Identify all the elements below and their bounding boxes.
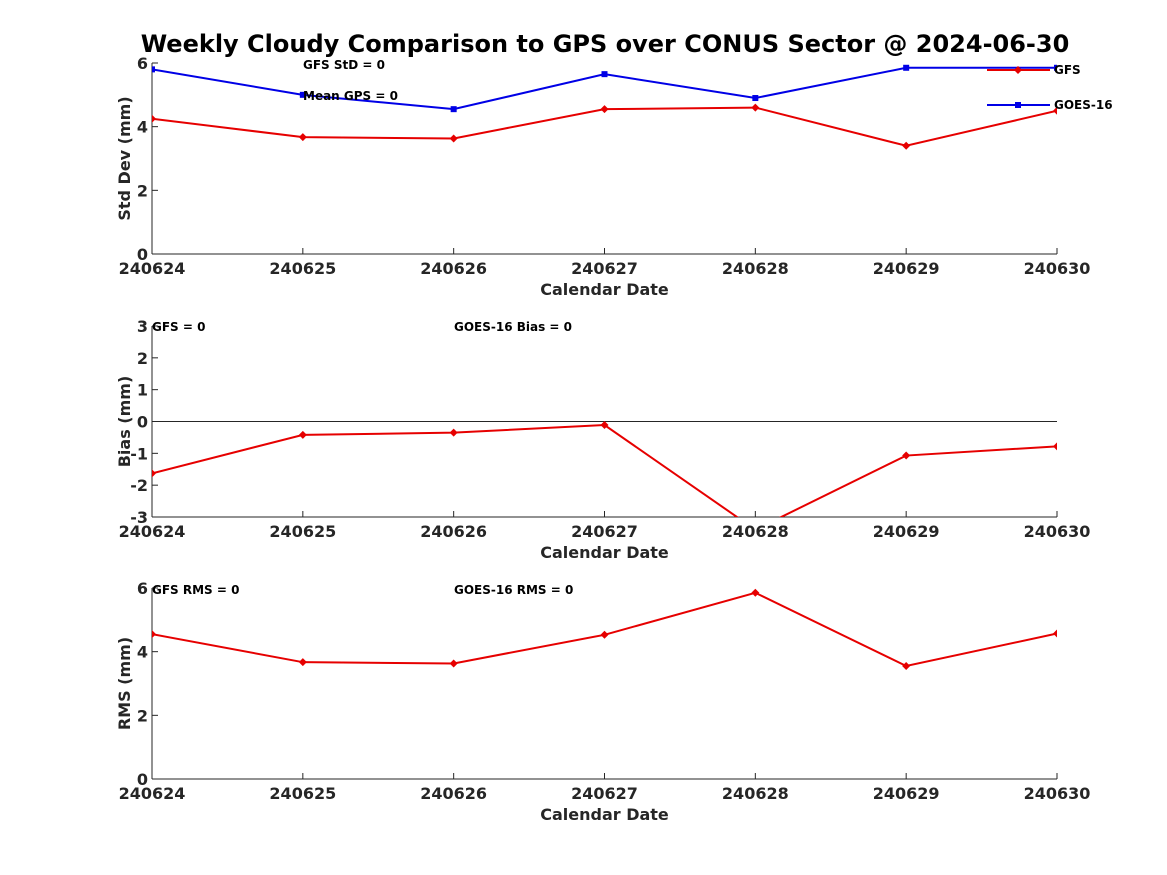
panel-stddev: 240624 240625 240626 240627 240628 240629 2406…: [115, 54, 1113, 299]
stddev-x-tick-label: 240628: [722, 259, 789, 278]
rms-annotation: GOES-16 RMS = 0: [454, 583, 573, 597]
legend-marker-gfs: [1014, 66, 1022, 74]
bias-y-tick-label: 0: [137, 413, 148, 432]
stddev-y-tick-label: 4: [137, 118, 148, 137]
stddev-x-tick-label: 240625: [269, 259, 336, 278]
stddev-data-point-gfs: [298, 133, 307, 142]
stddev-data-point-gfs: [600, 105, 609, 114]
stddev-data-point-gfs: [1053, 106, 1057, 115]
rms-y-tick-label: 4: [137, 643, 148, 662]
bias-y-axis-label: Bias (mm): [115, 376, 134, 468]
stddev-annotation: Mean GPS = 0: [303, 89, 398, 103]
bias-data-point-gfs: [600, 421, 609, 430]
rms-data-point-gfs: [751, 588, 760, 597]
bias-x-tick-label: 240626: [420, 522, 487, 541]
stddev-y-axis-label: Std Dev (mm): [115, 96, 134, 220]
bias-y-tick-label: 2: [137, 349, 148, 368]
bias-data-point-gfs: [1053, 442, 1057, 451]
rms-x-tick-label: 240624: [119, 784, 186, 803]
rms-y-tick-label: 0: [137, 770, 148, 789]
panel-bias: 240624 240625 240626 240627 240628 240629 2406…: [115, 317, 1090, 562]
stddev-x-tick-label: 240624: [119, 259, 186, 278]
bias-y-tick-label: -1: [130, 444, 148, 463]
bias-x-tick-label: 240627: [571, 522, 638, 541]
stddev-data-point-gfs: [152, 114, 156, 123]
bias-y-tick-label: -2: [130, 476, 148, 495]
rms-x-tick-label: 240630: [1024, 784, 1091, 803]
stddev-x-tick-label: 240629: [873, 259, 940, 278]
bias-annotation: GFS = 0: [152, 320, 205, 334]
stddev-data-point-goes-16: [299, 91, 306, 98]
stddev-data-point-gfs: [449, 134, 458, 143]
rms-data-point-gfs: [298, 658, 307, 667]
bias-x-axis-label: Calendar Date: [540, 543, 669, 562]
stddev-y-tick-label: 2: [137, 181, 148, 200]
stddev-data-point-goes-16: [601, 71, 608, 78]
stddev-x-axis-label: Calendar Date: [540, 280, 669, 299]
bias-x-tick-label: 240625: [269, 522, 336, 541]
stddev-data-point-goes-16: [752, 95, 759, 102]
rms-x-axis-label: Calendar Date: [540, 805, 669, 824]
bias-data-point-gfs: [449, 428, 458, 437]
legend-label-goes-16: GOES-16: [1054, 98, 1113, 112]
rms-annotation: GFS RMS = 0: [152, 583, 239, 597]
rms-data-point-gfs: [902, 661, 911, 670]
stddev-y-tick-label: 0: [137, 245, 148, 264]
rms-x-tick-label: 240625: [269, 784, 336, 803]
stddev-annotation: GFS StD = 0: [303, 58, 385, 72]
chart-title: Weekly Cloudy Comparison to GPS over CON…: [141, 30, 1070, 58]
bias-series-group: [152, 421, 1057, 517]
rms-y-axis-label: RMS (mm): [115, 637, 134, 730]
stddev-data-point-goes-16: [450, 106, 457, 113]
stddev-data-point-goes-16: [903, 64, 910, 71]
rms-x-tick-label: 240629: [873, 784, 940, 803]
bias-x-tick-label: 240624: [119, 522, 186, 541]
rms-x-tick-label: 240627: [571, 784, 638, 803]
rms-series-group: [152, 588, 1057, 670]
bias-data-point-gfs: [902, 451, 911, 460]
stddev-legend: GFS GOES-16: [987, 63, 1113, 112]
bias-x-tick-label: 240629: [873, 522, 940, 541]
stddev-data-point-gfs: [902, 141, 911, 150]
rms-y-tick-label: 2: [137, 706, 148, 725]
rms-y-tick-label: 6: [137, 579, 148, 598]
bias-data-point-gfs: [298, 430, 307, 439]
stddev-data-point-goes-16: [1054, 64, 1057, 71]
rms-data-point-gfs: [1053, 629, 1057, 638]
panel-rms: 240624 240625 240626 240627 240628 240629 2406…: [115, 579, 1090, 824]
stddev-data-point-gfs: [751, 103, 760, 112]
bias-data-point-gfs: [152, 469, 156, 478]
rms-data-point-gfs: [600, 630, 609, 639]
legend-marker-goes-16: [1015, 102, 1021, 108]
rms-data-point-gfs: [449, 659, 458, 668]
stddev-data-point-goes-16: [152, 66, 155, 73]
bias-annotation: GOES-16 Bias = 0: [454, 320, 572, 334]
stddev-y-tick-label: 6: [137, 54, 148, 73]
rms-x-tick-label: 240628: [722, 784, 789, 803]
stddev-x-tick-label: 240627: [571, 259, 638, 278]
bias-x-tick-label: 240630: [1024, 522, 1091, 541]
bias-y-tick-label: 3: [137, 317, 148, 336]
stddev-series-line-gfs: [152, 106, 1057, 147]
bias-y-tick-label: -3: [130, 508, 148, 527]
rms-data-point-gfs: [152, 630, 156, 639]
bias-y-tick-label: 1: [137, 381, 148, 400]
stddev-x-tick-label: 240630: [1024, 259, 1091, 278]
legend-label-gfs: GFS: [1054, 63, 1081, 77]
stddev-series-group: [152, 64, 1057, 150]
rms-x-tick-label: 240626: [420, 784, 487, 803]
rms-series-line-gfs: [152, 591, 1057, 668]
bias-x-tick-label: 240628: [722, 522, 789, 541]
stddev-x-tick-label: 240626: [420, 259, 487, 278]
